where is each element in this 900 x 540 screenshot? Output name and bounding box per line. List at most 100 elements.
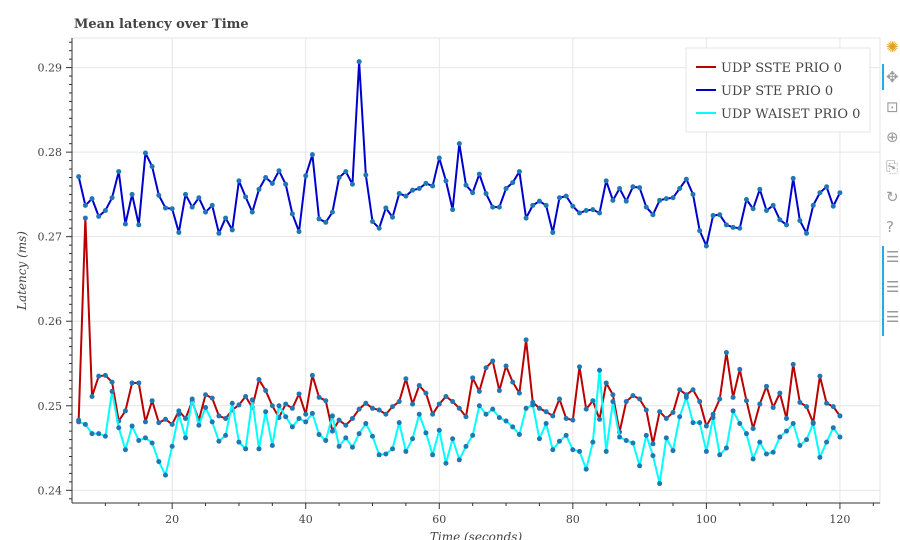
data-point <box>243 446 249 452</box>
data-point <box>577 448 582 454</box>
data-point <box>590 439 596 445</box>
data-point <box>142 419 148 425</box>
save-icon[interactable]: ⎘ <box>886 158 899 176</box>
data-point <box>303 419 309 425</box>
data-point <box>450 207 456 213</box>
data-point <box>356 431 362 437</box>
data-point <box>630 440 636 446</box>
data-point <box>296 229 302 235</box>
data-point <box>303 173 309 179</box>
data-point <box>376 225 382 231</box>
data-point <box>510 379 516 385</box>
data-point <box>717 396 723 402</box>
hover-icon-2[interactable]: ☰ <box>886 278 900 296</box>
data-point <box>690 387 696 393</box>
hover-icon-1[interactable]: ☰ <box>886 248 900 266</box>
data-point <box>523 215 529 221</box>
data-point <box>797 218 803 224</box>
pan-icon[interactable]: ✥ <box>886 68 899 86</box>
data-point <box>356 59 362 65</box>
data-point <box>784 222 790 228</box>
x-axis-label: Time (seconds) <box>430 530 523 540</box>
data-point <box>363 400 369 406</box>
data-point <box>403 448 409 454</box>
data-point <box>784 428 790 434</box>
data-point <box>383 205 389 211</box>
data-point <box>730 394 736 400</box>
bokeh-logo-icon[interactable]: ✺ <box>886 38 899 56</box>
box-zoom-icon[interactable]: ⊡ <box>886 98 899 116</box>
data-point <box>750 206 756 212</box>
data-point <box>663 196 669 202</box>
data-point <box>216 230 222 236</box>
data-point <box>109 379 115 385</box>
data-point <box>82 421 88 427</box>
data-point <box>603 178 609 184</box>
x-tick-label-2: 60 <box>432 513 446 526</box>
data-point <box>189 204 195 210</box>
data-point <box>610 399 616 405</box>
data-point <box>824 400 830 406</box>
data-point <box>650 441 656 447</box>
data-point <box>209 202 215 208</box>
y-axis-label: Latency (ms) <box>15 231 29 311</box>
data-point <box>390 214 396 220</box>
data-point <box>817 454 823 460</box>
data-point <box>637 463 643 469</box>
data-point <box>236 178 242 184</box>
x-tick-label-0: 20 <box>165 513 179 526</box>
legend-label-0: UDP SSTE PRIO 0 <box>721 61 842 76</box>
data-point <box>216 413 222 419</box>
data-point <box>183 191 189 197</box>
help-icon[interactable]: ? <box>886 218 894 236</box>
data-point <box>530 202 536 208</box>
data-point <box>663 415 669 421</box>
data-point <box>209 395 215 401</box>
data-point <box>617 434 623 440</box>
data-point <box>129 191 135 197</box>
data-point <box>416 411 422 417</box>
data-point <box>109 195 115 201</box>
data-point <box>703 423 709 429</box>
data-point <box>510 180 516 186</box>
wheel-zoom-icon[interactable]: ⊕ <box>886 128 899 146</box>
data-point <box>263 409 269 415</box>
data-point <box>723 222 729 228</box>
data-point <box>810 202 816 208</box>
data-point <box>136 380 142 386</box>
data-point <box>770 202 776 208</box>
data-point <box>463 443 469 449</box>
data-point <box>797 443 803 449</box>
data-point <box>269 403 275 409</box>
data-point <box>283 401 289 407</box>
data-point <box>496 204 502 210</box>
data-point <box>456 457 462 463</box>
data-point <box>763 207 769 213</box>
data-point <box>476 171 482 177</box>
data-point <box>329 209 335 215</box>
data-point <box>156 192 162 198</box>
data-point <box>597 367 603 373</box>
data-point <box>309 410 315 416</box>
data-point <box>703 243 709 249</box>
data-point <box>657 197 663 203</box>
data-point <box>777 390 783 396</box>
data-point <box>723 350 729 356</box>
data-point <box>617 185 623 191</box>
data-point <box>423 180 429 186</box>
hover-icon-3[interactable]: ☰ <box>886 308 900 326</box>
data-point <box>603 380 609 386</box>
y-tick-label-5: 0.29 <box>38 62 63 75</box>
data-point <box>149 398 155 404</box>
data-point <box>122 447 128 453</box>
data-point <box>416 382 422 388</box>
data-point <box>376 407 382 413</box>
data-point <box>790 175 796 181</box>
data-point <box>677 185 683 191</box>
reset-icon[interactable]: ↻ <box>886 188 899 206</box>
data-point <box>563 415 569 421</box>
data-point <box>129 380 135 386</box>
data-point <box>142 435 148 441</box>
data-point <box>523 405 529 411</box>
